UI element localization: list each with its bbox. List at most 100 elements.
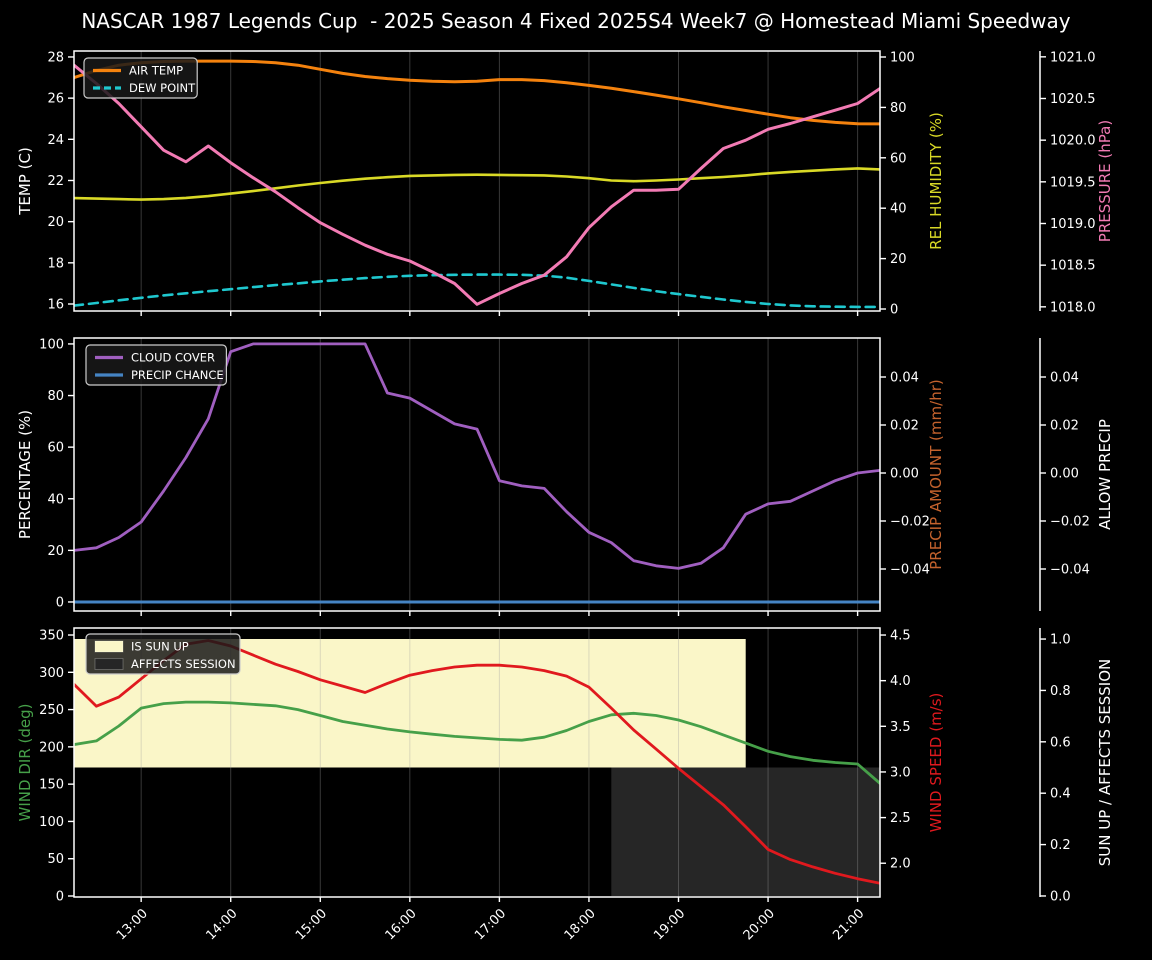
- tick-label: 16: [47, 298, 64, 313]
- panel-cloud-precip: 0 20 40 60 80 100 PERCENTAGE (%) −0.04 −0.02 0.00…: [16, 337, 1114, 616]
- tick-label: 3.5: [890, 720, 911, 735]
- tick-label: 1021.0: [1050, 50, 1096, 65]
- tick-label: 20: [890, 252, 907, 267]
- legend-swatch: [94, 658, 124, 670]
- tick-label: 20: [47, 544, 64, 559]
- panel-wind-sun: 13:00 14:00 15:00 16:00 17:00 18:00 19:00 20:00…: [16, 627, 1114, 943]
- axis-label-right1: REL HUMIDITY (%): [927, 112, 945, 250]
- tick-label: 40: [890, 202, 907, 217]
- axis-label-right2: ALLOW PRECIP: [1096, 419, 1114, 530]
- tick-label: 0.00: [1050, 467, 1079, 482]
- tick-label: 100: [39, 815, 64, 830]
- air-temp-line: [74, 59, 880, 126]
- tick-label: 20: [47, 215, 64, 230]
- tick-label: 1018.0: [1050, 300, 1096, 315]
- tick-label: 350: [39, 629, 64, 644]
- axis-label-right2: PRESSURE (hPa): [1096, 120, 1114, 242]
- wind-dir-line: [74, 700, 880, 785]
- tick-label: 60: [47, 441, 64, 456]
- tick-label: 0.0: [1050, 889, 1071, 904]
- axis-label-right1: WIND SPEED (m/s): [927, 693, 945, 833]
- tick-label: 0.00: [890, 467, 919, 482]
- axis-label-right1: PRECIP AMOUNT (mm/hr): [927, 379, 945, 569]
- chart-title: NASCAR 1987 Legends Cup - 2025 Season 4 …: [81, 9, 1071, 33]
- legend: AIR TEMP DEW POINT: [83, 57, 198, 99]
- tick-label: −0.04: [1050, 563, 1090, 578]
- tick-label: 50: [47, 852, 64, 867]
- tick-label: 0.6: [1050, 735, 1071, 750]
- tick-label: 4.5: [890, 629, 911, 644]
- tick-label: 300: [39, 666, 64, 681]
- tick-label: 0.04: [890, 371, 919, 386]
- tick-label: 22: [47, 174, 64, 189]
- plot-box: [73, 337, 881, 612]
- x-tick-label: 19:00: [651, 906, 688, 943]
- tick-label: 26: [47, 92, 64, 107]
- tick-label: 100: [890, 50, 915, 65]
- tick-label: 0: [56, 595, 64, 610]
- axis-label-right2: SUN UP / AFFECTS SESSION: [1096, 659, 1114, 867]
- tick-label: 0.02: [890, 419, 919, 434]
- x-tick-label: 16:00: [383, 906, 420, 943]
- tick-label: −0.04: [890, 563, 930, 578]
- tick-label: 0.4: [1050, 787, 1071, 802]
- tick-label: 80: [890, 101, 907, 116]
- legend-label: IS SUN UP: [131, 640, 189, 654]
- tick-label: 0.02: [1050, 419, 1079, 434]
- x-tick-label: 18:00: [562, 906, 599, 943]
- plot-box: [73, 627, 881, 898]
- cloud-cover-line: [74, 342, 880, 570]
- affects-session-band: [611, 767, 880, 896]
- tick-label: 60: [890, 151, 907, 166]
- legend-box: [83, 57, 198, 99]
- tick-label: 0: [890, 303, 898, 318]
- legend-swatch: [94, 640, 124, 653]
- tick-label: 18: [47, 256, 64, 271]
- tick-label: 1019.0: [1050, 217, 1096, 232]
- tick-label: 40: [47, 492, 64, 507]
- legend-label: AIR TEMP: [129, 64, 183, 78]
- x-tick-label: 21:00: [830, 906, 867, 943]
- axis-label-left: TEMP (C): [16, 147, 34, 216]
- panel-temperature-humidity-pressure: 16 18 20 22 24 26 28 TEMP (C) 0 20 40 60 80 100 REL HU…: [16, 50, 1114, 318]
- tick-label: 1018.5: [1050, 259, 1096, 274]
- legend: IS SUN UP AFFECTS SESSION: [85, 633, 241, 675]
- tick-label: 80: [47, 389, 64, 404]
- dew-point-line: [74, 273, 880, 309]
- pressure-line: [74, 63, 880, 306]
- legend: CLOUD COVER PRECIP CHANCE: [85, 344, 227, 386]
- tick-label: −0.02: [1050, 515, 1090, 530]
- tick-label: 200: [39, 740, 64, 755]
- tick-label: 150: [39, 778, 64, 793]
- legend-label: AFFECTS SESSION: [131, 657, 236, 671]
- legend-label: CLOUD COVER: [131, 351, 215, 365]
- tick-label: 0: [56, 890, 64, 905]
- tick-label: 2.0: [890, 857, 911, 872]
- tick-label: 0.8: [1050, 684, 1071, 699]
- tick-label: 250: [39, 703, 64, 718]
- tick-label: 4.0: [890, 674, 911, 689]
- x-tick-label: 20:00: [741, 906, 778, 943]
- x-tick-label: 15:00: [293, 906, 330, 943]
- axis-label-left: WIND DIR (deg): [16, 704, 34, 822]
- tick-label: 28: [47, 50, 64, 65]
- axis-label-left: PERCENTAGE (%): [16, 410, 34, 539]
- tick-label: 0.2: [1050, 838, 1071, 853]
- tick-label: 1020.5: [1050, 92, 1096, 107]
- tick-label: 2.5: [890, 811, 911, 826]
- tick-label: 1019.5: [1050, 175, 1096, 190]
- legend-box: [85, 633, 241, 675]
- tick-label: 1020.0: [1050, 134, 1096, 149]
- x-tick-label: 17:00: [472, 906, 509, 943]
- legend-label: PRECIP CHANCE: [131, 368, 224, 382]
- x-tick-label: 13:00: [114, 906, 151, 943]
- tick-label: 1.0: [1050, 633, 1071, 648]
- tick-label: 0.04: [1050, 371, 1079, 386]
- rel-humidity-line: [74, 167, 880, 201]
- tick-label: 3.0: [890, 765, 911, 780]
- tick-label: 100: [39, 337, 64, 352]
- tick-label: −0.02: [890, 515, 930, 530]
- x-tick-label: 14:00: [203, 906, 240, 943]
